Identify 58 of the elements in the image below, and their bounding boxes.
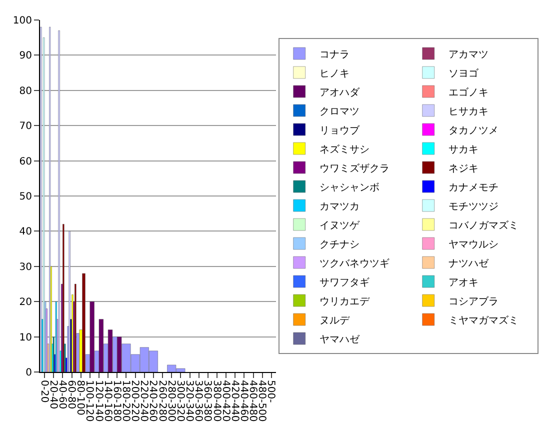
legend-label: ヤマウルシ — [448, 239, 498, 250]
legend-label: アカマツ — [448, 49, 488, 60]
legend-label: クロマツ — [319, 106, 360, 118]
legend-label: エゴノキ — [448, 86, 488, 98]
legend-label: ヒサカキ — [448, 106, 488, 118]
y-tick-label: 90 — [19, 50, 32, 62]
legend-label: コシアブラ — [448, 295, 498, 308]
legend-label: ミヤマガマズミ — [448, 314, 518, 326]
legend-label: ネジキ — [448, 163, 478, 174]
legend-label: カナメモチ — [448, 182, 498, 194]
y-tick-label: 60 — [19, 156, 32, 168]
legend-label: ナツハゼ — [448, 258, 490, 270]
legend-label: ヒノキ — [319, 68, 350, 80]
y-tick-label: 70 — [19, 121, 32, 132]
legend-label: モチツツジ — [448, 201, 498, 212]
x-tick-label: 240-260 — [147, 380, 158, 422]
x-tick-label: 460-480 — [247, 380, 258, 422]
legend-label: ウワミズザクラ — [319, 162, 390, 174]
legend-label: リョウブ — [319, 124, 360, 136]
legend-label: サワフタギ — [319, 276, 370, 288]
x-tick-label: 320-340 — [184, 380, 195, 422]
legend-label: ツクバネウツギ — [319, 257, 390, 270]
x-tick-label: 120-140 — [92, 380, 104, 422]
legend-label: コナラ — [319, 49, 350, 60]
x-tick-label: 260-280 — [156, 380, 168, 422]
y-tick-label: 0 — [26, 368, 32, 378]
x-tick-label: 340-360 — [192, 380, 204, 422]
y-tick-label: 30 — [19, 262, 32, 273]
legend-label: サカキ — [448, 144, 478, 156]
x-tick-label: 0-20 — [38, 380, 50, 403]
legend-label: ヤマハゼ — [319, 334, 360, 346]
x-tick-label: 60-80 — [66, 380, 77, 410]
x-tick-label: 480-500 — [256, 380, 268, 422]
y-tick-label: 100 — [12, 16, 32, 26]
legend-label: コバノガマズミ — [448, 219, 518, 232]
legend-label: ウリカエデ — [319, 296, 370, 308]
legend-label: カマツカ — [319, 201, 360, 212]
legend-label: ソヨゴ — [448, 67, 480, 80]
legend-label: タカノツメ — [448, 125, 498, 136]
x-tick-label: 200-220 — [129, 380, 140, 422]
legend-label: クチナシ — [319, 239, 360, 250]
legend-label: アオハダ — [319, 86, 360, 98]
y-tick-label: 50 — [19, 192, 32, 202]
y-tick-label: 10 — [19, 332, 32, 344]
legend-label: イヌツゲ — [319, 220, 360, 232]
y-tick-label: 20 — [19, 297, 32, 308]
x-tick-label: 500- — [265, 380, 276, 404]
x-tick-label: 80-100 — [74, 380, 86, 416]
y-tick-label: 40 — [19, 226, 32, 238]
x-tick-label: 380-400 — [210, 380, 222, 422]
x-tick-label: 220-240 — [138, 380, 150, 422]
legend-label: ヌルデ — [319, 315, 350, 326]
x-tick-label: 360-380 — [202, 380, 213, 422]
x-tick-label: 100-120 — [84, 380, 95, 422]
y-tick-label: 80 — [19, 86, 32, 97]
legend-label: アオキ — [448, 277, 478, 288]
legend-label: シャシャンボ — [319, 182, 380, 194]
legend-label: ネズミサシ — [319, 143, 370, 156]
